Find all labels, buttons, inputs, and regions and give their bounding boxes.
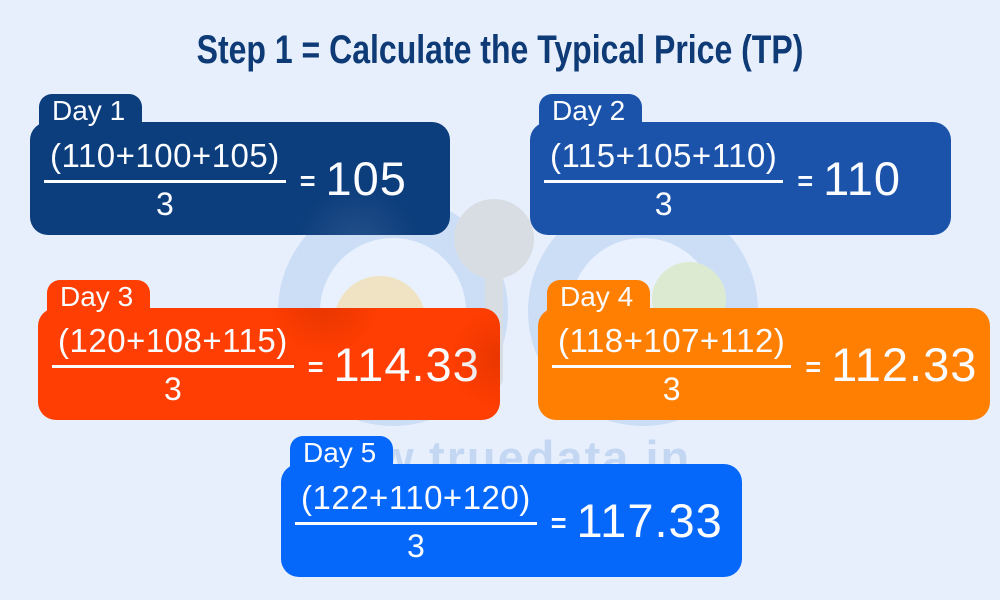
fraction-denominator: 3 [662, 371, 681, 407]
day-1-tab: Day 1 [39, 94, 143, 128]
equals-sign: = [797, 166, 814, 196]
result-value: 114.33 [333, 337, 480, 391]
day-3-formula: (120+108+115) 3 = 114.33 [52, 320, 486, 408]
fraction: (122+110+120) 3 [295, 479, 537, 565]
fraction-numerator: (115+105+110) [544, 137, 784, 183]
day-2-tab: Day 2 [539, 94, 643, 128]
day-1-label: Day 1 [52, 95, 126, 126]
watermark-pin-head-icon [454, 199, 534, 279]
fraction-numerator: (122+110+120) [295, 479, 537, 525]
day-5-tab: Day 5 [290, 436, 394, 470]
equals-sign: = [299, 166, 316, 196]
fraction: (120+108+115) 3 [52, 322, 294, 408]
fraction-numerator: (110+100+105) [44, 137, 286, 183]
day-card-3: Day 3 (120+108+115) 3 = 114.33 [38, 280, 500, 420]
day-1-formula: (110+100+105) 3 = 105 [44, 135, 436, 223]
equals-sign: = [307, 351, 324, 382]
fraction: (110+100+105) 3 [44, 137, 286, 223]
result-value: 112.33 [831, 337, 978, 391]
result-value: 105 [325, 152, 407, 205]
equals-sign: = [805, 351, 822, 382]
day-3-label: Day 3 [60, 281, 134, 312]
day-card-4: Day 4 (118+107+112) 3 = 112.33 [538, 280, 990, 420]
page-title: Step 1 = Calculate the Typical Price (TP… [196, 28, 804, 72]
day-4-formula: (118+107+112) 3 = 112.33 [552, 320, 976, 408]
day-card-2: Day 2 (115+105+110) 3 = 110 [530, 94, 951, 235]
day-4-label: Day 4 [560, 281, 634, 312]
day-2-formula: (115+105+110) 3 = 110 [544, 135, 937, 223]
fraction-denominator: 3 [406, 527, 425, 564]
day-card-1: Day 1 (110+100+105) 3 = 105 [30, 94, 450, 235]
day-5-label: Day 5 [303, 437, 377, 468]
day-3-tab: Day 3 [47, 280, 151, 314]
fraction-denominator: 3 [155, 185, 174, 222]
result-value: 110 [823, 152, 902, 205]
fraction-numerator: (120+108+115) [52, 322, 294, 368]
fraction: (118+107+112) 3 [552, 322, 792, 408]
fraction: (115+105+110) 3 [544, 137, 784, 223]
day-card-5: Day 5 (122+110+120) 3 = 117.33 [281, 436, 742, 577]
fraction-numerator: (118+107+112) [552, 322, 792, 368]
day-2-label: Day 2 [552, 95, 626, 126]
result-value: 117.33 [576, 494, 723, 547]
fraction-denominator: 3 [654, 185, 673, 222]
day-4-tab: Day 4 [547, 280, 651, 314]
day-5-formula: (122+110+120) 3 = 117.33 [295, 477, 728, 565]
fraction-denominator: 3 [163, 371, 182, 407]
equals-sign: = [550, 508, 567, 538]
